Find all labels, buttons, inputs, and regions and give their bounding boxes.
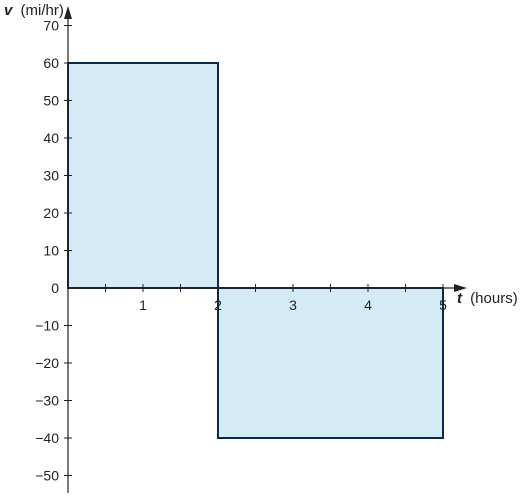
region-2 (217, 287, 444, 439)
x-axis-arrow (454, 284, 467, 292)
y-tick-label: −20 (35, 355, 59, 371)
x-tick-label: 3 (289, 297, 297, 313)
x-tick-label: 4 (364, 297, 372, 313)
x-axis-variable: t (457, 290, 463, 307)
y-tick-label: −50 (35, 468, 59, 484)
y-tick-label: −30 (35, 393, 59, 409)
y-axis-units: (mi/hr) (21, 2, 64, 19)
y-axis-variable: v (4, 2, 14, 19)
x-axis-title: t (hours) (457, 290, 518, 307)
y-tick-label: 40 (43, 130, 59, 146)
y-tick-label: 20 (43, 205, 59, 221)
shaded-regions (67, 62, 444, 439)
y-tick-label: 10 (43, 243, 59, 259)
tick-labels: 70 60 50 40 30 20 10 0 −10 −20 −30 −40 −50 1 2 3 4 5 (35, 18, 447, 484)
ticks (64, 25, 444, 476)
y-tick-label: 70 (43, 18, 59, 34)
y-tick-label: 30 (43, 168, 59, 184)
y-axis-arrow (64, 6, 72, 19)
region-1 (67, 62, 219, 289)
y-tick-label: −10 (35, 318, 59, 334)
axes (64, 6, 467, 493)
y-tick-label: −40 (35, 430, 59, 446)
x-tick-label: 1 (139, 297, 147, 313)
y-tick-label: 0 (51, 280, 59, 296)
x-axis-units: (hours) (470, 290, 518, 307)
y-axis-title: v (mi/hr) (4, 2, 64, 19)
y-tick-label: 60 (43, 55, 59, 71)
y-tick-label: 50 (43, 93, 59, 109)
x-tick-label: 2 (214, 297, 222, 313)
x-tick-label: 5 (439, 297, 447, 313)
